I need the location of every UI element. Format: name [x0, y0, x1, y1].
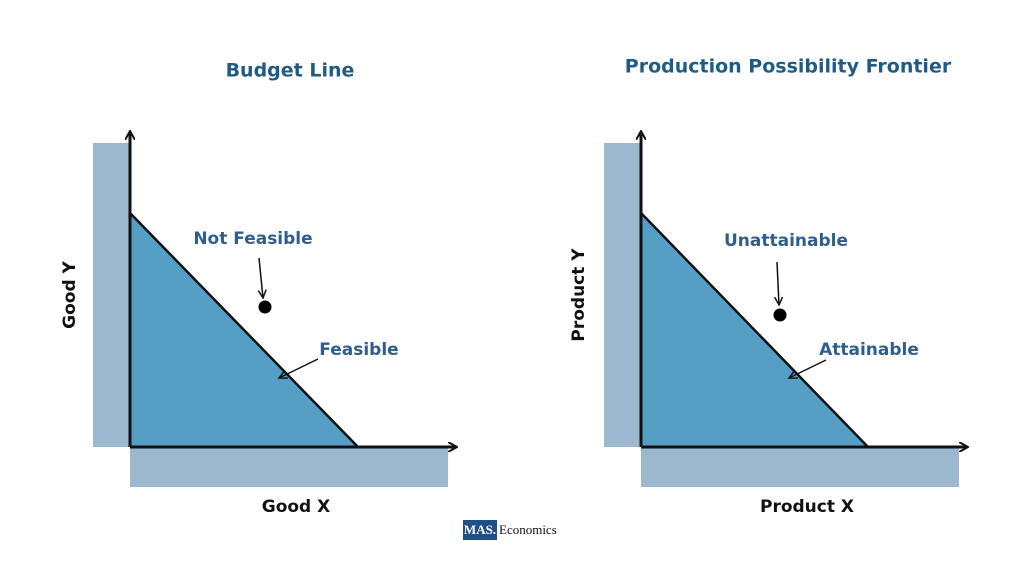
arrow: [789, 359, 827, 378]
logo-mark: MAS.: [464, 522, 496, 537]
arrow: [279, 358, 319, 378]
budget-panel: Budget Line Not Feasible Feasible Good X…: [60, 60, 456, 517]
y-axis-label: Good Y: [60, 260, 80, 328]
ppf-panel: Production Possibility Frontier Unattain…: [569, 56, 967, 517]
arrow: [777, 261, 779, 305]
line-label: Feasible: [319, 340, 398, 360]
y-axis-label: Product Y: [569, 248, 589, 342]
line-label: Attainable: [819, 340, 919, 360]
point-label: Unattainable: [724, 231, 848, 251]
point: [258, 300, 272, 314]
frontier: [640, 212, 869, 448]
y-band: [93, 143, 130, 447]
logo: MAS. Economics: [463, 520, 557, 540]
point-label: Not Feasible: [193, 229, 312, 249]
logo-text: Economics: [499, 522, 557, 537]
logo-box: [463, 520, 497, 540]
panel-title: Production Possibility Frontier: [625, 56, 952, 78]
panel-title: Budget Line: [226, 60, 355, 82]
arrow: [259, 257, 263, 298]
budget-line: [129, 212, 359, 448]
x-axis-label: Good X: [262, 497, 331, 517]
y-band: [604, 143, 641, 447]
x-band: [641, 447, 959, 487]
x-band: [130, 447, 448, 487]
x-axis-label: Product X: [760, 497, 854, 517]
point: [773, 308, 787, 322]
